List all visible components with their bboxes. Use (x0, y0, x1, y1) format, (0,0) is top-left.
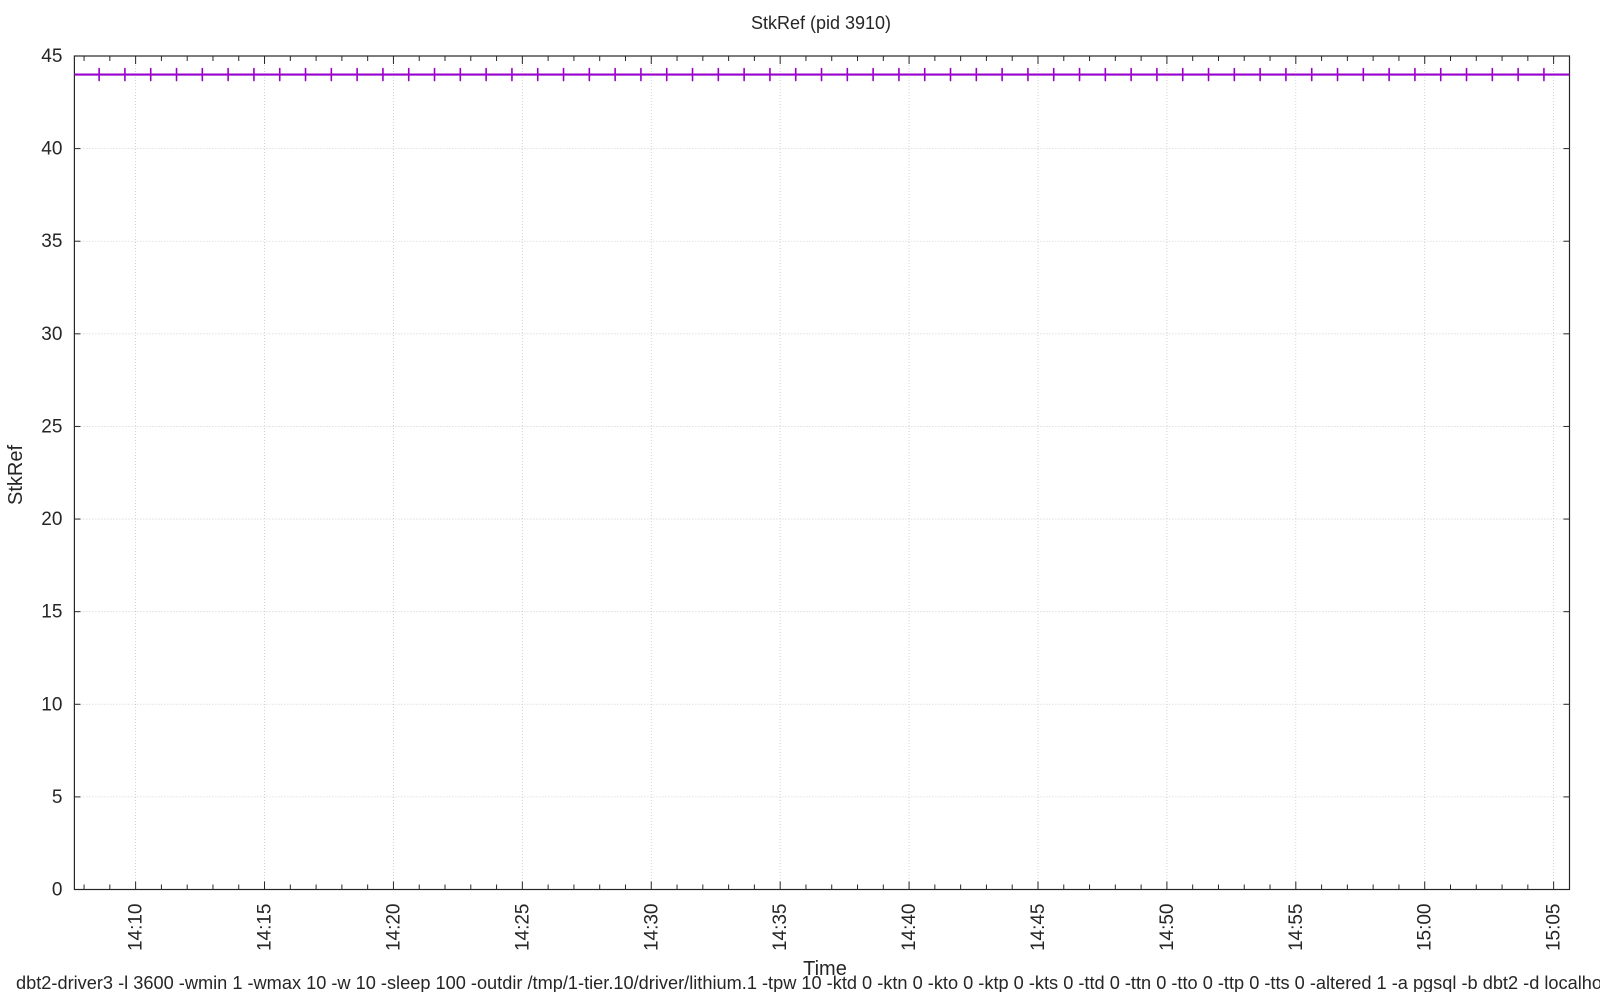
svg-text:30: 30 (41, 324, 62, 345)
svg-text:14:15: 14:15 (255, 904, 276, 952)
svg-text:14:30: 14:30 (641, 904, 662, 952)
svg-text:45: 45 (41, 46, 62, 67)
svg-text:14:40: 14:40 (899, 904, 920, 952)
svg-text:14:55: 14:55 (1286, 904, 1307, 952)
svg-text:14:45: 14:45 (1028, 904, 1049, 952)
svg-text:14:10: 14:10 (126, 904, 147, 952)
svg-text:0: 0 (52, 880, 63, 901)
svg-text:14:25: 14:25 (512, 904, 533, 952)
svg-text:14:50: 14:50 (1157, 904, 1178, 952)
svg-text:StkRef (pid 3910): StkRef (pid 3910) (751, 13, 891, 33)
svg-text:15:00: 15:00 (1415, 904, 1436, 952)
svg-text:14:20: 14:20 (383, 904, 404, 952)
svg-text:StkRef: StkRef (5, 445, 27, 505)
svg-text:14:35: 14:35 (770, 904, 791, 952)
svg-text:35: 35 (41, 231, 62, 252)
svg-text:15:05: 15:05 (1544, 904, 1565, 952)
svg-text:10: 10 (41, 694, 62, 715)
svg-text:20: 20 (41, 509, 62, 530)
svg-text:5: 5 (52, 787, 63, 808)
svg-text:15: 15 (41, 602, 62, 623)
svg-text:40: 40 (41, 139, 62, 160)
svg-text:25: 25 (41, 416, 62, 437)
